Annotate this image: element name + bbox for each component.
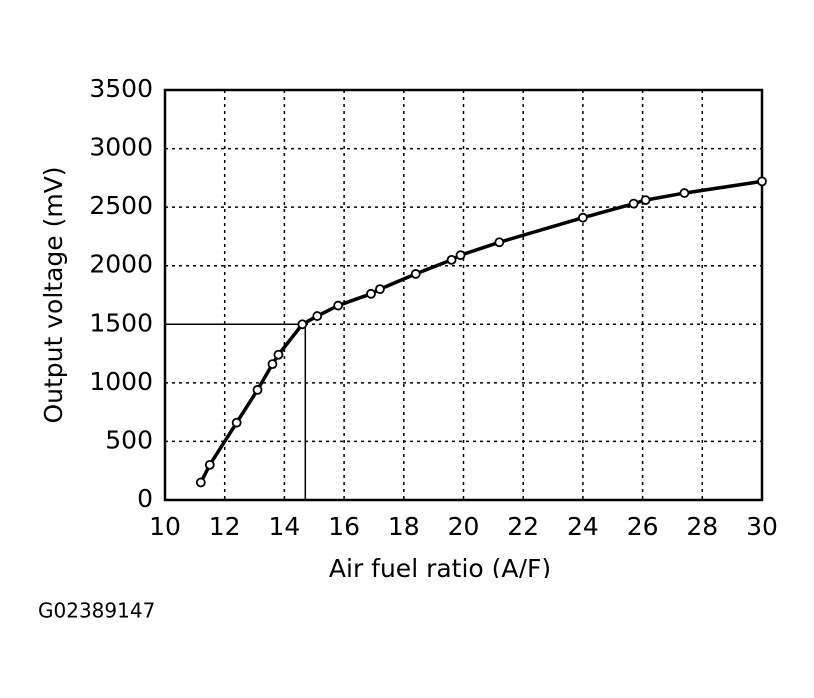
x-axis-label: Air fuel ratio (A/F) [329,554,551,583]
data-point [640,195,651,206]
y-axis-label: Output voltage (mV) [39,166,68,423]
x-tick-label: 24 [567,512,599,541]
y-tick-label: 3500 [89,74,153,103]
data-point [273,349,284,360]
x-tick-label: 22 [507,512,539,541]
data-point [628,198,639,209]
data-point [267,359,278,370]
data-point [231,417,242,428]
y-tick-label: 3000 [89,133,153,162]
data-point [410,269,421,279]
data-point [366,288,376,299]
x-tick-label: 10 [149,512,181,541]
x-tick-label: 12 [209,512,241,541]
y-tick-label: 2500 [89,191,153,220]
y-tick-label: 500 [105,425,153,454]
data-point [204,459,215,470]
x-tick-label: 28 [686,512,718,541]
data-point [494,237,505,248]
plot-frame [163,88,764,502]
data-point [375,284,385,295]
y-tick-label: 2000 [89,250,153,279]
y-tick-label: 0 [137,484,153,513]
x-tick-label: 26 [627,512,659,541]
data-point [455,250,466,261]
y-tick-label: 1000 [89,367,153,396]
data-point [757,176,767,187]
data-point [446,254,457,265]
x-tick-label: 16 [328,512,360,541]
data-point [195,477,206,488]
x-tick-label: 18 [388,512,420,541]
x-tick-label: 14 [268,512,300,541]
data-point [297,319,308,330]
data-point [252,384,263,395]
data-point [578,212,588,223]
data-point [679,188,690,198]
data-point [333,300,344,311]
data-point [312,311,323,321]
x-tick-label: 20 [448,512,480,541]
y-tick-label: 1500 [89,308,153,337]
x-tick-label: 30 [746,512,778,541]
data-line [199,179,763,484]
figure-id: G02389147 [38,599,155,623]
